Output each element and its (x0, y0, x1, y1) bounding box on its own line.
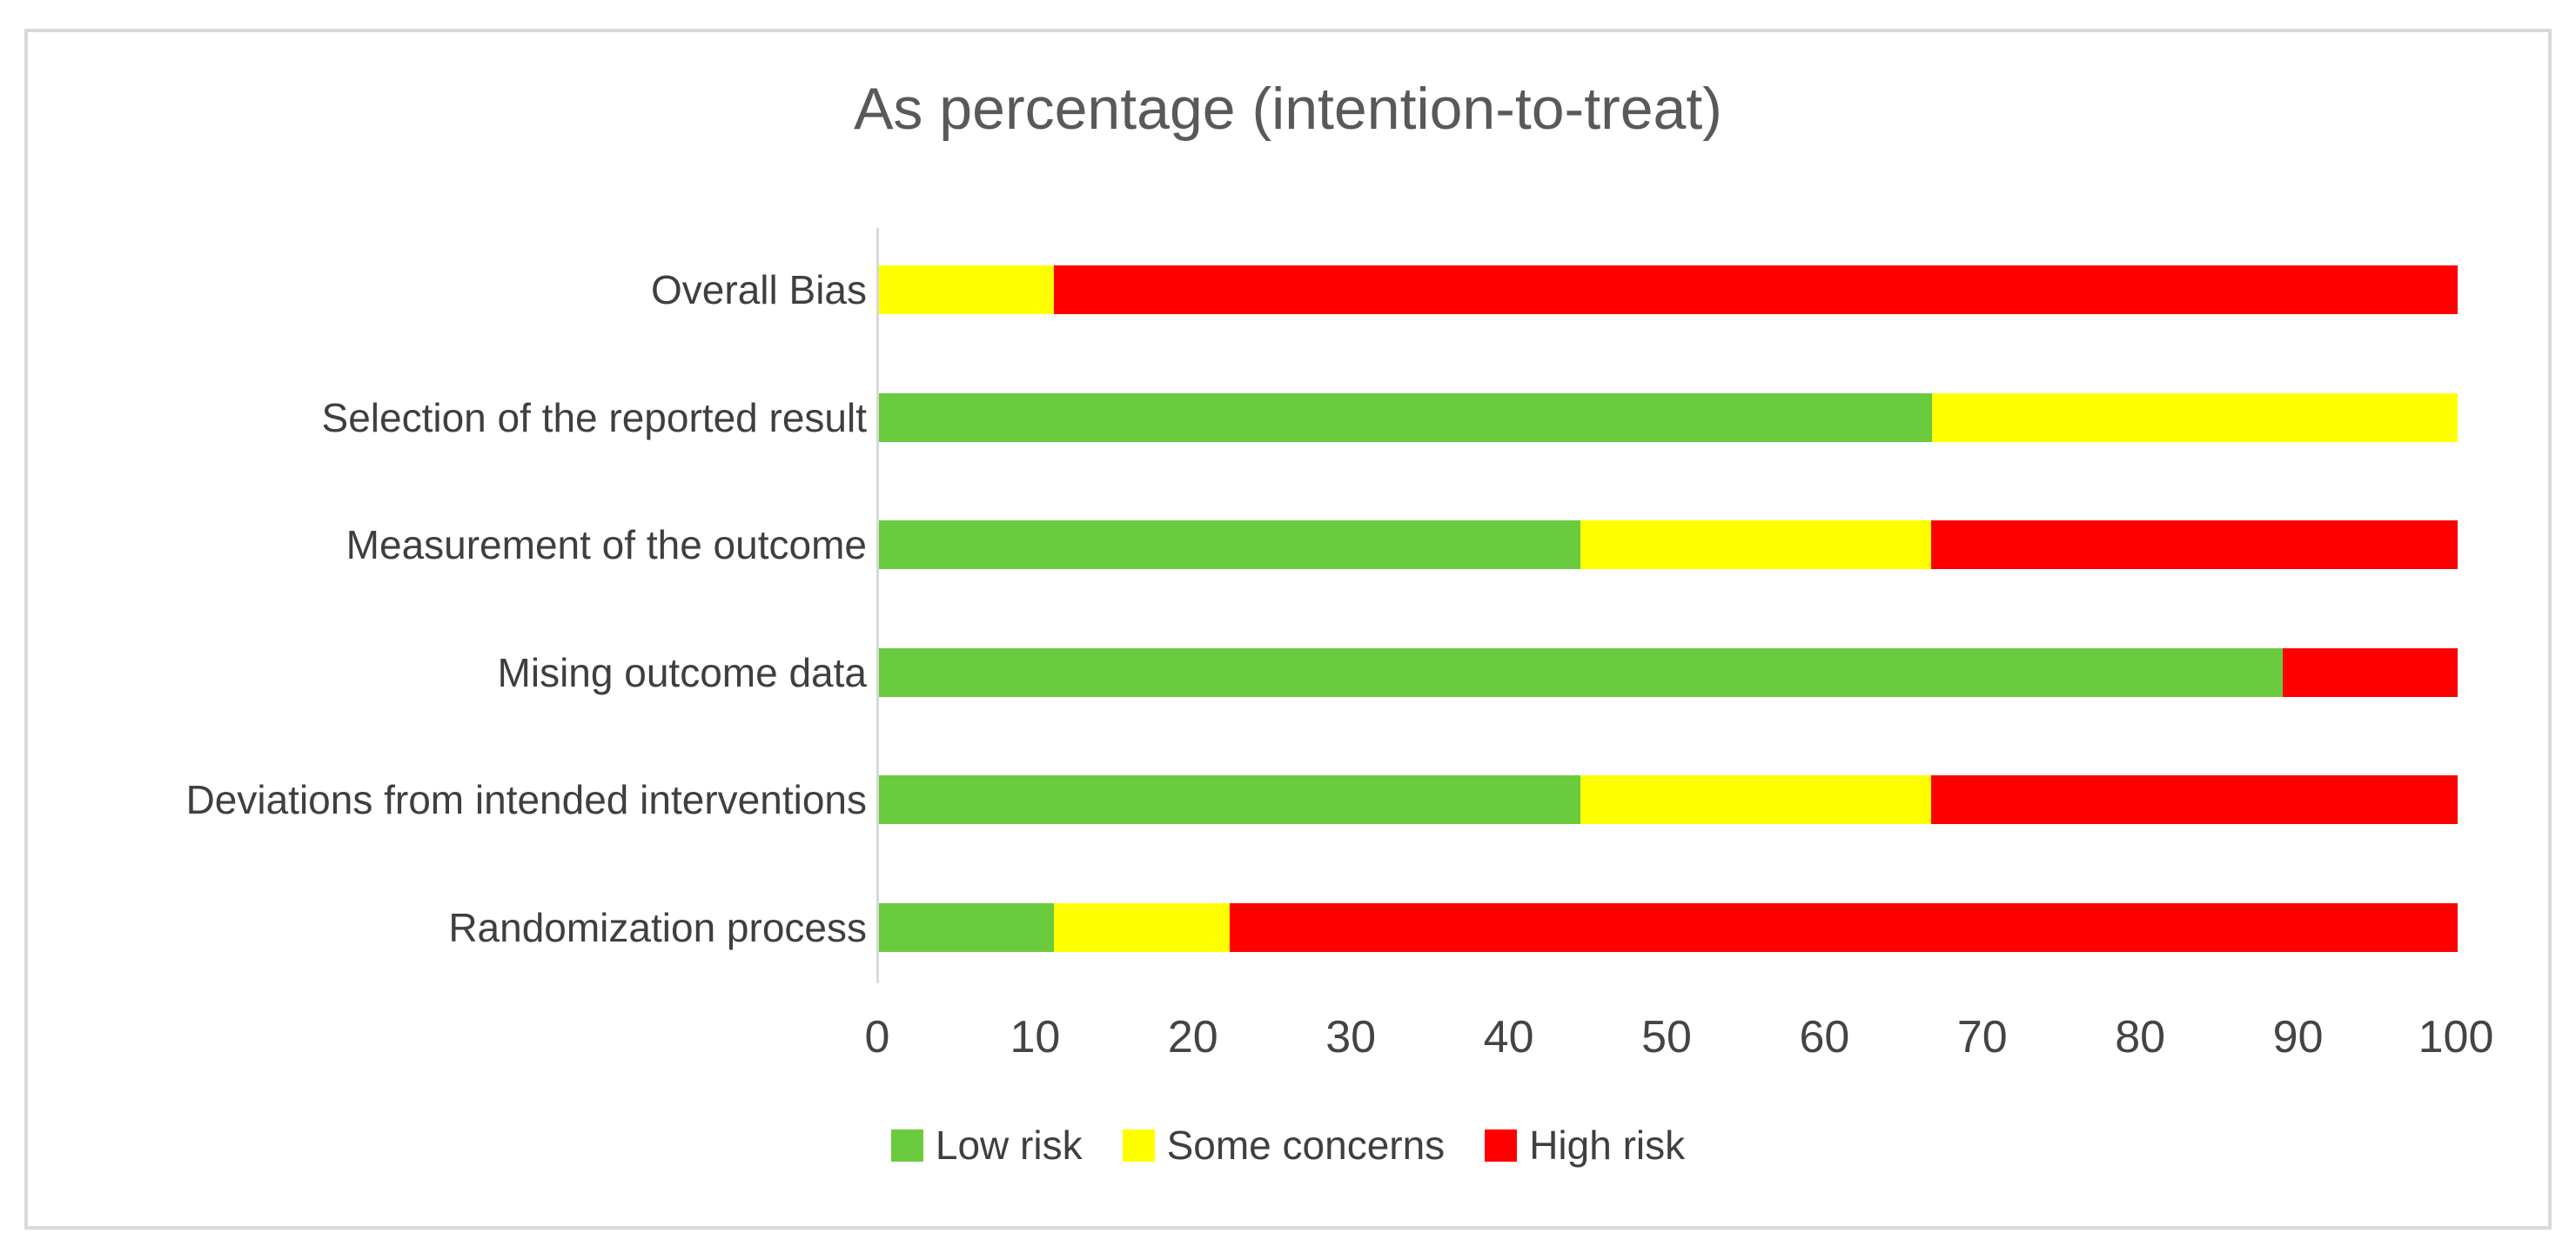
segment-low-risk (879, 775, 1581, 824)
legend-item-low-risk: Low risk (890, 1123, 1083, 1168)
stacked-bar (879, 392, 2458, 442)
x-tick-label: 40 (1483, 1012, 1534, 1062)
chart-frame (24, 29, 2552, 1230)
category-label: Measurement of the outcome (345, 522, 867, 567)
legend-label: High risk (1529, 1123, 1686, 1168)
segment-some-concerns (1580, 775, 1932, 824)
segment-low-risk (879, 520, 1581, 569)
stacked-bar (879, 265, 2458, 314)
x-tick-label: 20 (1167, 1012, 1218, 1062)
y-axis-line (876, 228, 879, 983)
segment-low-risk (879, 647, 2283, 697)
x-tick-label: 70 (1956, 1012, 2008, 1062)
segment-low-risk (879, 392, 1932, 442)
category-label: Overall Bias (651, 267, 867, 312)
legend-label: Some concerns (1166, 1123, 1446, 1168)
segment-some-concerns (1054, 902, 1230, 952)
category-label: Deviations from intended interventions (185, 777, 867, 822)
legend-label: Low risk (935, 1123, 1083, 1168)
chart-title: As percentage (intention-to-treat) (854, 76, 1722, 142)
segment-high-risk (1931, 775, 2458, 824)
x-tick-label: 100 (2418, 1012, 2494, 1062)
x-tick-label: 50 (1641, 1012, 1692, 1062)
x-tick-label: 10 (1010, 1012, 1061, 1062)
segment-low-risk (879, 902, 1055, 952)
segment-some-concerns (1931, 392, 2458, 442)
stacked-bar (879, 520, 2458, 569)
stacked-bar (879, 902, 2458, 952)
category-label: Selection of the reported result (321, 394, 867, 440)
segment-high-risk (2282, 647, 2458, 697)
legend-item-high-risk: High risk (1485, 1125, 1685, 1165)
segment-high-risk (1931, 520, 2458, 569)
legend-item-some-concerns: Some concerns (1122, 1123, 1446, 1168)
x-tick-label: 0 (864, 1012, 890, 1062)
segment-some-concerns (1580, 520, 1932, 569)
x-tick-label: 30 (1325, 1012, 1377, 1062)
category-label: Mising outcome data (497, 649, 867, 695)
segment-high-risk (1229, 902, 2458, 952)
x-tick-label: 60 (1799, 1012, 1850, 1062)
x-tick-label: 80 (2115, 1012, 2166, 1062)
x-tick-label: 90 (2272, 1012, 2324, 1062)
legend: Low risk Some concerns High risk (0, 1125, 2576, 1165)
legend-swatch-icon (1485, 1129, 1518, 1162)
segment-high-risk (1054, 265, 2458, 314)
legend-swatch-icon (1122, 1129, 1155, 1162)
stacked-bar (879, 647, 2458, 697)
segment-some-concerns (879, 265, 1055, 314)
category-label: Randomization process (448, 904, 867, 950)
stacked-bar (879, 775, 2458, 824)
legend-swatch-icon (890, 1129, 923, 1162)
